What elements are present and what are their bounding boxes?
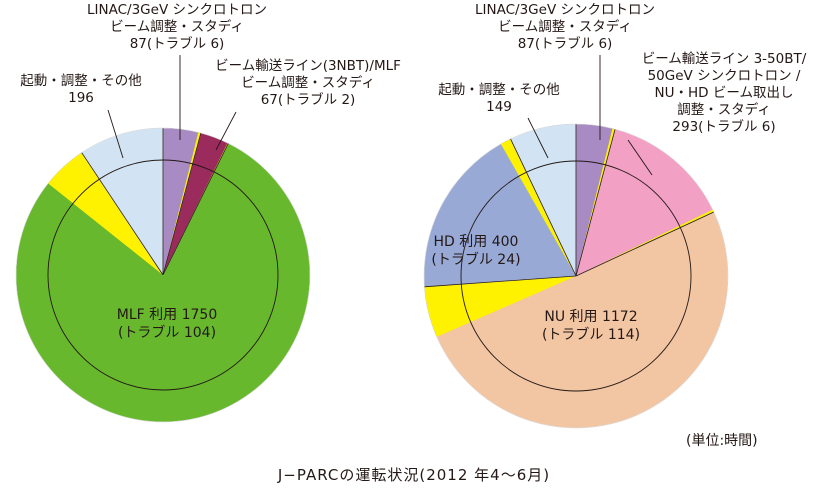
figure-caption: J−PARCの運転状況(2012 年4〜6月) <box>277 466 551 484</box>
slice-divider <box>510 138 577 277</box>
pie-chart-left <box>15 127 311 423</box>
trouble-slice-mlf <box>48 152 163 275</box>
unit-label: (単位:時間) <box>686 433 758 449</box>
leader-line <box>527 117 549 159</box>
slice-divider <box>575 211 715 277</box>
trouble-slice-hd <box>500 138 576 276</box>
slice-divider <box>162 143 229 276</box>
leader-line <box>627 139 653 176</box>
label-right-linac: LINAC/3GeV シンクロトロン ビーム調整・スタディ 87(トラブル 6) <box>475 2 655 52</box>
label-left-bt: ビーム輸送ライン(3NBT)/MLF ビーム調整・スタディ 67(トラブル 2) <box>215 58 401 108</box>
outer-ring <box>15 127 311 423</box>
label-left-linac: LINAC/3GeV シンクロトロン ビーム調整・スタディ 87(トラブル 6) <box>87 2 267 52</box>
label-left-other: 起動・調整・その他 196 <box>20 73 142 106</box>
slice-divider <box>81 152 164 276</box>
slice-divider <box>162 132 202 276</box>
leader-line <box>215 111 237 151</box>
label-left-mlf: MLF 利用 1750 (トラブル 104) <box>116 307 218 341</box>
label-right-hd: HD 利用 400 (トラブル 24) <box>431 234 521 268</box>
leader-lines <box>107 55 653 176</box>
label-right-bt: ビーム輸送ライン 3-50BT/50GeV シンクロトロン / NU・HD ビーム… <box>641 51 807 135</box>
label-right-nu: NU 利用 1172 (トラブル 114) <box>541 309 641 343</box>
pie-chart-right <box>423 123 729 429</box>
leader-line <box>107 109 124 159</box>
slice-divider <box>424 275 577 288</box>
label-right-other: 起動・調整・その他 149 <box>438 82 560 115</box>
slice-divider <box>575 129 616 277</box>
outer-ring <box>423 123 729 429</box>
